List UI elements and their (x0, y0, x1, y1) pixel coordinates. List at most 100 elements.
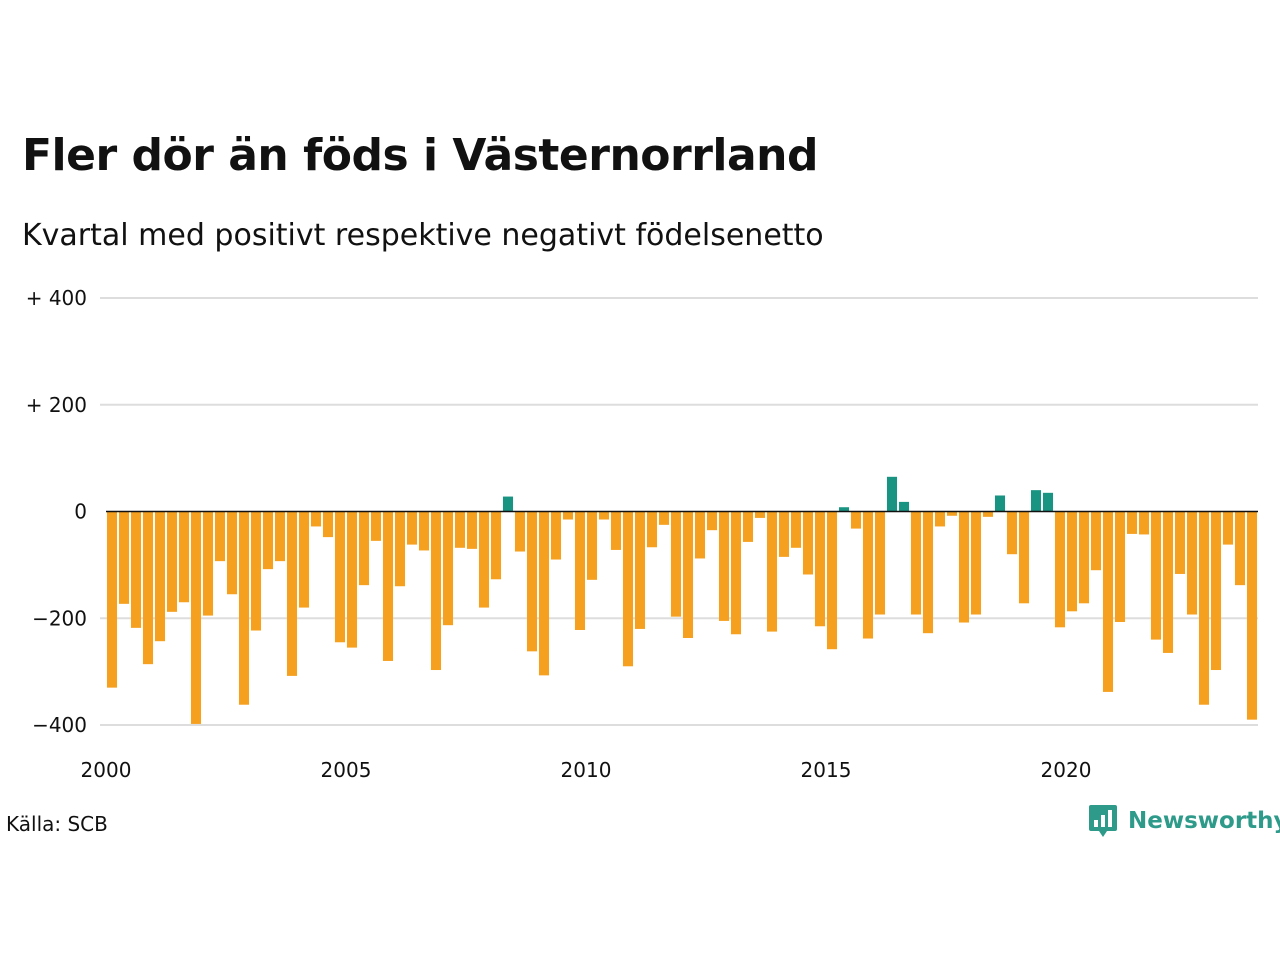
bar-negative (130, 511, 142, 628)
bar-negative (622, 511, 634, 667)
bar-negative (394, 511, 406, 587)
bar-negative (814, 511, 826, 627)
bar-negative (310, 511, 322, 527)
bar-negative (1210, 511, 1222, 671)
bar-negative (754, 511, 766, 518)
bar-negative (862, 511, 874, 639)
bar-negative (682, 511, 694, 638)
bar-negative (526, 511, 538, 652)
bar-negative (1234, 511, 1246, 586)
bar-negative (346, 511, 358, 648)
bar-negative (442, 511, 454, 626)
bar-negative (934, 511, 946, 527)
bar-negative (1126, 511, 1138, 534)
bar-negative (202, 511, 214, 616)
bar-negative (538, 511, 550, 676)
x-tick-label: 2000 (81, 758, 132, 782)
bar-negative (154, 511, 166, 642)
bar-negative (634, 511, 646, 629)
bar-negative (262, 511, 274, 570)
bar-negative (610, 511, 622, 550)
x-axis-labels: 2000 2005 2010 2015 2020 (81, 758, 1092, 782)
bar-negative (1246, 511, 1258, 720)
bar-negative (106, 511, 118, 688)
bar-negative (742, 511, 754, 542)
bar-negative (778, 511, 790, 557)
bar-negative (1114, 511, 1126, 622)
bar-negative (322, 511, 334, 538)
x-tick-label: 2010 (561, 758, 612, 782)
bar-negative (1054, 511, 1066, 628)
bar-negative (454, 511, 466, 548)
bar-negative (142, 511, 154, 665)
bar-negative (358, 511, 370, 586)
bar-negative (766, 511, 778, 632)
y-axis-labels: + 400 + 200 0 −200 −400 (26, 286, 87, 737)
y-tick-label: −200 (32, 606, 87, 630)
bar-negative (370, 511, 382, 541)
bar-negative (214, 511, 226, 562)
bar-negative (802, 511, 814, 575)
bar-negative (1186, 511, 1198, 615)
bar-negative (238, 511, 250, 705)
bar-negative (514, 511, 526, 552)
bar-negative (694, 511, 706, 559)
bar-negative (1078, 511, 1090, 604)
bar-negative (190, 511, 202, 724)
bar-negative (1006, 511, 1018, 555)
bar-negative (598, 511, 610, 520)
bar-negative (874, 511, 886, 615)
bar-negative (1174, 511, 1186, 574)
bar-negative (1018, 511, 1030, 604)
bar-negative (418, 511, 430, 551)
brand-name: Newsworthy (1128, 808, 1280, 834)
bar-negative (910, 511, 922, 615)
bar-positive (886, 476, 898, 512)
bar-positive (994, 495, 1006, 512)
bar-negative (946, 511, 958, 516)
newsworthy-logo-icon (1089, 805, 1117, 837)
bar-positive (838, 507, 850, 512)
bar-negative (178, 511, 190, 603)
bar-negative (406, 511, 418, 545)
bar-negative (646, 511, 658, 548)
bar-negative (1102, 511, 1114, 692)
bar-negative (466, 511, 478, 549)
y-tick-label: + 400 (26, 286, 87, 310)
bar-negative (658, 511, 670, 525)
brand-logo[interactable]: Newsworthy (1088, 804, 1280, 838)
bar-positive (1030, 490, 1042, 512)
bar-negative (826, 511, 838, 650)
bar-positive (898, 501, 910, 512)
x-tick-label: 2005 (321, 758, 372, 782)
bar-negative (298, 511, 310, 608)
bar-negative (382, 511, 394, 661)
bar-negative (586, 511, 598, 580)
bar-negative (1090, 511, 1102, 571)
bar-negative (790, 511, 802, 548)
bar-negative (1162, 511, 1174, 653)
bar-negative (250, 511, 262, 631)
bar-negative (226, 511, 238, 595)
bar-negative (166, 511, 178, 612)
bar-positive (1042, 492, 1054, 512)
source-note: Källa: SCB (6, 812, 108, 836)
bar-negative (706, 511, 718, 531)
chart-subtitle: Kvartal med positivt respektive negativt… (22, 218, 824, 253)
bar-negative (574, 511, 586, 630)
bar-negative (286, 511, 298, 676)
bar-negative (1222, 511, 1234, 545)
bar-negative (490, 511, 502, 580)
bar-negative (334, 511, 346, 643)
bar-negative (922, 511, 934, 634)
y-tick-label: 0 (74, 500, 87, 524)
bar-negative (562, 511, 574, 520)
bar-negative (958, 511, 970, 623)
bar-chart: + 400 + 200 0 −200 −400 2000 2005 2010 2015 2020 (26, 286, 1258, 782)
bar-negative (1150, 511, 1162, 640)
bar-negative (730, 511, 742, 635)
y-tick-label: −400 (32, 713, 87, 737)
x-tick-label: 2020 (1041, 758, 1092, 782)
bar-negative (670, 511, 682, 617)
bar-negative (982, 511, 994, 517)
